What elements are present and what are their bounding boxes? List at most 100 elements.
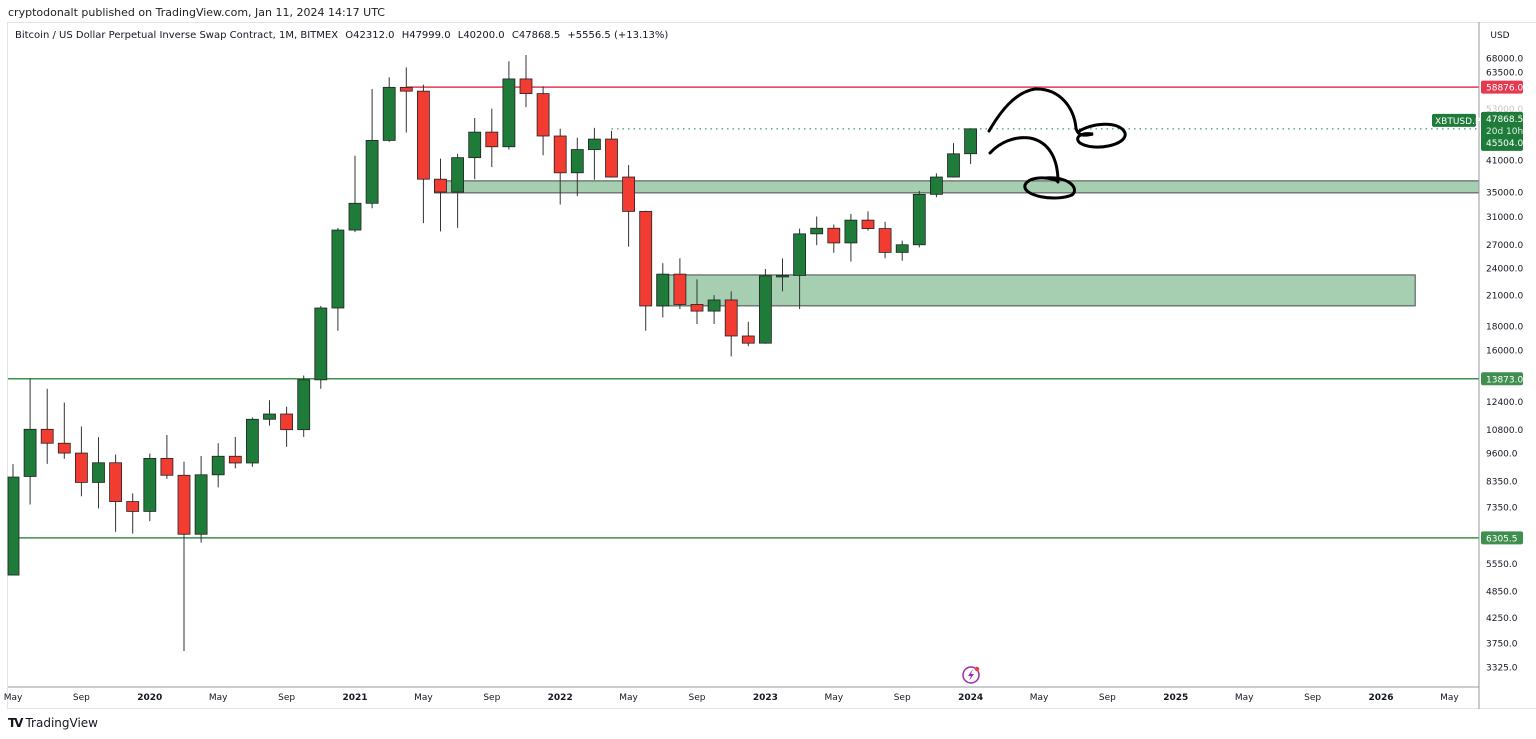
candle-2023-01 [759, 269, 772, 344]
time-tick-label: 2020 [137, 693, 162, 703]
candle-2023-12 [947, 143, 960, 178]
time-tick-label: May [619, 693, 638, 703]
candle-body [485, 131, 499, 148]
time-tick-label: Sep [73, 693, 90, 703]
time-tick-label: 2024 [958, 693, 983, 703]
time-tick-label: 2023 [753, 693, 778, 703]
candle-2021-04 [399, 67, 413, 133]
candle-2022-04 [605, 130, 618, 178]
candle-2022-10 [707, 295, 721, 324]
publisher-line: cryptodonalt published on TradingView.co… [8, 6, 385, 19]
candle-2022-01 [553, 128, 567, 205]
currency-button[interactable]: USD [1490, 31, 1510, 41]
candle-2019-12 [126, 493, 140, 534]
support-line-high-label: 13873.0 [1486, 375, 1523, 385]
candle-body [211, 455, 225, 476]
candle-body [143, 457, 157, 512]
candle-body [776, 275, 789, 278]
candle-body [314, 307, 328, 381]
candle-2020-06 [228, 436, 242, 469]
candle-body [588, 138, 601, 150]
candle-2021-02 [365, 89, 379, 209]
price-tick-label: 12400.0 [1486, 398, 1523, 408]
candle-body [536, 93, 550, 137]
candle-2022-08 [673, 258, 687, 310]
time-tick-label: May [1235, 693, 1254, 703]
candle-body [673, 273, 687, 305]
drawn-arrow-path-upper [987, 87, 1127, 149]
candle-body [724, 299, 738, 337]
candle-2023-09 [895, 240, 909, 261]
price-tick-label: 31000.0 [1486, 213, 1523, 223]
candle-body [434, 178, 447, 193]
candle-body [280, 413, 294, 431]
last-price-label: 47868.5 [1486, 115, 1523, 125]
candle-body [468, 131, 482, 159]
time-tick-label: May [209, 693, 228, 703]
candle-2020-04 [194, 456, 208, 543]
candle-body [263, 413, 276, 420]
candle-body [844, 219, 858, 244]
candle-body [23, 428, 37, 477]
tradingview-logo-icon: TV [8, 716, 24, 730]
candle-2021-09 [485, 108, 499, 168]
candle-body [92, 462, 105, 483]
candle-body [416, 90, 430, 180]
time-tick-label: 2021 [342, 693, 367, 703]
candle-body [399, 86, 413, 92]
zones-layer [434, 180, 1480, 307]
support-line-low-label: 6305.5 [1486, 534, 1518, 544]
candle-body [759, 275, 772, 344]
tradingview-logo[interactable]: TV TradingView [8, 716, 98, 730]
candle-2023-10 [912, 190, 926, 248]
candle-body [228, 455, 242, 464]
candle-2022-05 [622, 165, 635, 247]
candle-2023-07 [861, 211, 875, 231]
price-tick-label: 7350.0 [1486, 503, 1518, 513]
time-tick-label: May [1030, 693, 1049, 703]
price-tick-label: 3325.0 [1486, 664, 1518, 674]
countdown-label: 20d 10h [1486, 127, 1523, 137]
time-tick-label: 2022 [548, 693, 573, 703]
candle-2020-12 [331, 227, 345, 331]
legend-high: H47999.0 [401, 30, 451, 41]
time-tick-label: Sep [1304, 693, 1321, 703]
candle-body [553, 135, 567, 174]
candle-body [861, 219, 875, 229]
price-tick-label: 35000.0 [1486, 189, 1523, 199]
candle-2022-03 [588, 127, 601, 180]
resistance-line-label-bg [1481, 80, 1523, 94]
legend-change: +5556.5 (+13.13%) [567, 30, 669, 41]
candle-body [245, 418, 259, 464]
price-tick-label: 53000.0 [1486, 105, 1523, 115]
candle-2019-10 [92, 437, 105, 509]
candle-2021-08 [468, 118, 482, 180]
candle-2020-02 [160, 434, 174, 479]
candle-2020-03 [177, 461, 191, 652]
chart-panel[interactable] [7, 22, 1536, 709]
candle-2020-08 [263, 400, 276, 426]
candle-body [690, 304, 704, 312]
candle-2021-11 [519, 55, 533, 108]
time-tick-label: Sep [894, 693, 911, 703]
candle-body [348, 202, 362, 231]
price-tick-label: 4250.0 [1486, 614, 1518, 624]
price-tick-label: 68000.0 [1486, 55, 1523, 65]
support-line-low-label-bg [1481, 531, 1523, 545]
candle-body [297, 379, 311, 431]
candle-2019-06 [23, 378, 37, 505]
candle-2023-06 [844, 213, 858, 262]
candle-2020-05 [211, 443, 225, 488]
candle-body [160, 457, 174, 476]
candle-2021-07 [451, 153, 465, 228]
candle-2022-07 [656, 263, 670, 318]
time-tick-label: 2025 [1163, 693, 1188, 703]
lightning-icon[interactable] [962, 666, 980, 684]
candle-2019-11 [109, 454, 122, 532]
time-tick-label: May [1440, 693, 1459, 703]
time-tick-label: 2026 [1368, 693, 1393, 703]
price-tick-label: 16000.0 [1486, 346, 1523, 356]
candle-2021-05 [416, 84, 430, 224]
candle-2020-10 [297, 375, 311, 437]
